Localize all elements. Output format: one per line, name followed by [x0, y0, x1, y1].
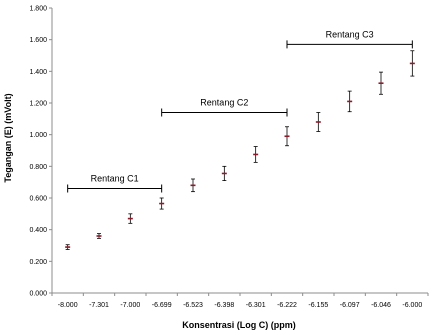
range-annotations: Rentang C1 Rentang C2 Rentang C3: [67, 29, 413, 193]
x-tick-label: -6.155: [308, 302, 328, 309]
x-tick-label: -7.000: [120, 302, 140, 309]
y-tick-label: 1.000: [29, 132, 47, 139]
y-tick-label: 1.200: [29, 101, 47, 108]
y-tick-label: 0.800: [29, 164, 47, 171]
x-tick-label: -8.000: [58, 302, 78, 309]
x-tick-label: -6.301: [246, 302, 266, 309]
x-tick-label: -6.699: [152, 302, 172, 309]
range-label: Rentang C3: [326, 29, 374, 39]
x-tick-label: -6.523: [183, 302, 203, 309]
x-tick-label: -7.301: [89, 302, 109, 309]
y-tick-label: 0.600: [29, 196, 47, 203]
y-tick-label: 1.400: [29, 69, 47, 76]
axes: [51, 8, 428, 294]
y-axis-ticks: 0.000 0.200 0.400 0.600 0.800 1.000 1.200 1.400…: [29, 6, 52, 298]
y-tick-label: 1.600: [29, 37, 47, 44]
range-label: Rentang C1: [91, 174, 139, 184]
y-axis-title: Tegangan (E) (mVolt): [3, 93, 13, 182]
x-tick-label: -6.398: [214, 302, 234, 309]
x-axis-title: Konsentrasi (Log C) (ppm): [182, 320, 296, 330]
y-tick-label: 1.800: [29, 6, 47, 13]
x-tick-label: -6.222: [277, 302, 297, 309]
y-tick-label: 0.200: [29, 259, 47, 266]
y-tick-label: 0.400: [29, 227, 47, 234]
range-label: Rentang C2: [200, 98, 248, 108]
x-tick-label: -6.097: [340, 302, 360, 309]
x-tick-label: -6.046: [371, 302, 391, 309]
y-tick-label: 0.000: [29, 291, 47, 298]
x-tick-label: -6.000: [402, 302, 422, 309]
x-axis-ticks: -8.000 -7.301 -7.000 -6.699 -6.523 -6.398 -6.3…: [51, 293, 429, 309]
data-points: [65, 50, 415, 250]
